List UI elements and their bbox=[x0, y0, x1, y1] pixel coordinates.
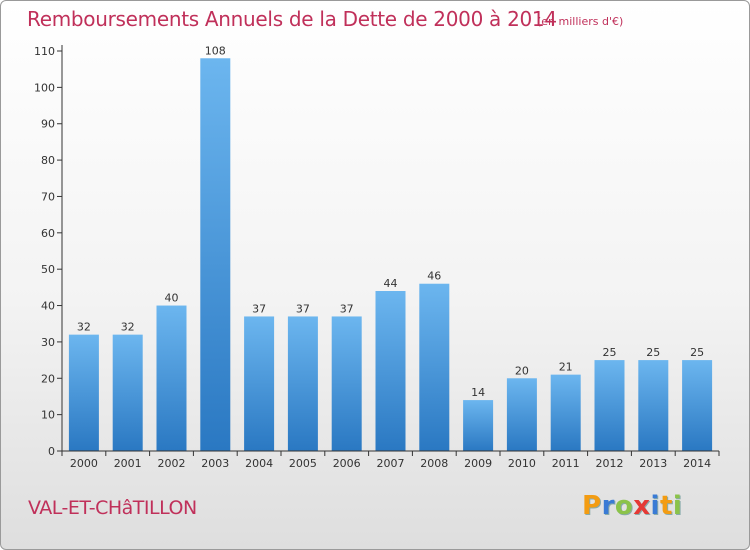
bar-2006 bbox=[331, 316, 362, 451]
data-label-2006: 37 bbox=[340, 302, 354, 315]
data-label-2012: 25 bbox=[603, 346, 617, 359]
data-label-2005: 37 bbox=[296, 302, 310, 315]
chart-title: Remboursements Annuels de la Dette de 20… bbox=[27, 7, 557, 31]
data-label-2007: 44 bbox=[384, 277, 398, 290]
y-tick-label: 90 bbox=[41, 118, 55, 131]
x-tick-label-2014: 2014 bbox=[683, 457, 711, 470]
bar-2012 bbox=[594, 360, 625, 451]
bar-2003 bbox=[200, 58, 231, 451]
y-tick-label: 40 bbox=[41, 300, 55, 313]
x-tick-label-2001: 2001 bbox=[114, 457, 142, 470]
city-name: VAL-ET-CHâTILLON bbox=[28, 497, 197, 519]
y-tick-label: 50 bbox=[41, 263, 55, 276]
bar-2008 bbox=[419, 283, 450, 451]
bar-2009 bbox=[463, 400, 494, 451]
chart-subtitle: (en milliers d'€) bbox=[537, 15, 624, 28]
data-label-2003: 108 bbox=[205, 44, 226, 57]
x-tick-label-2010: 2010 bbox=[508, 457, 536, 470]
x-tick-label-2003: 2003 bbox=[201, 457, 229, 470]
y-tick-label: 60 bbox=[41, 227, 55, 240]
x-tick-label-2004: 2004 bbox=[245, 457, 273, 470]
bar-2001 bbox=[112, 334, 143, 451]
data-label-2013: 25 bbox=[646, 346, 660, 359]
data-label-2002: 40 bbox=[165, 292, 179, 305]
x-tick-label-2005: 2005 bbox=[289, 457, 317, 470]
data-label-2014: 25 bbox=[690, 346, 704, 359]
y-tick-label: 100 bbox=[34, 81, 55, 94]
y-tick-label: 110 bbox=[34, 45, 55, 58]
bar-2007 bbox=[375, 291, 406, 451]
bar-2004 bbox=[244, 316, 275, 451]
bar-2011 bbox=[550, 374, 581, 451]
x-tick-label-2007: 2007 bbox=[377, 457, 405, 470]
bar-2002 bbox=[156, 305, 187, 451]
y-tick-label: 30 bbox=[41, 336, 55, 349]
x-tick-label-2011: 2011 bbox=[552, 457, 580, 470]
x-tick-label-2002: 2002 bbox=[158, 457, 186, 470]
data-label-2008: 46 bbox=[427, 270, 441, 283]
data-label-2010: 20 bbox=[515, 364, 529, 377]
x-tick-label-2008: 2008 bbox=[420, 457, 448, 470]
data-label-2004: 37 bbox=[252, 302, 266, 315]
x-tick-label-2000: 2000 bbox=[70, 457, 98, 470]
x-tick-label-2009: 2009 bbox=[464, 457, 492, 470]
data-label-2000: 32 bbox=[77, 321, 91, 334]
bar-2005 bbox=[287, 316, 318, 451]
proxiti-logo: Proxiti bbox=[582, 491, 683, 521]
x-tick-label-2006: 2006 bbox=[333, 457, 361, 470]
data-label-2011: 21 bbox=[559, 361, 573, 374]
y-tick-label: 80 bbox=[41, 154, 55, 167]
x-tick-label-2013: 2013 bbox=[639, 457, 667, 470]
y-tick-label: 0 bbox=[48, 445, 55, 458]
bar-2013 bbox=[638, 360, 669, 451]
bar-2000 bbox=[68, 334, 99, 451]
bar-2010 bbox=[506, 378, 537, 451]
y-tick-label: 10 bbox=[41, 409, 55, 422]
data-label-2009: 14 bbox=[471, 386, 485, 399]
data-label-2001: 32 bbox=[121, 321, 135, 334]
y-tick-label: 70 bbox=[41, 190, 55, 203]
y-tick-label: 20 bbox=[41, 372, 55, 385]
x-tick-label-2012: 2012 bbox=[596, 457, 624, 470]
bar-2014 bbox=[682, 360, 713, 451]
